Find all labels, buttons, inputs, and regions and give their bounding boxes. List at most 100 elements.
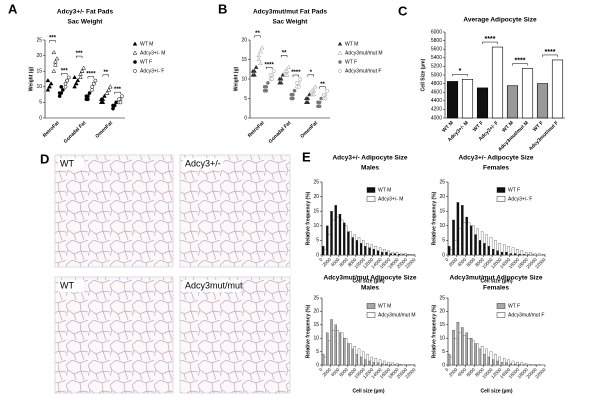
histogram-bar [525,251,528,256]
histogram-bar [533,364,537,366]
y-tick-label: 15 [241,57,247,63]
histogram-bar [370,356,373,366]
y-tick-label: 0 [39,115,42,121]
dot [323,96,328,101]
x-axis-label: Cell size (µm) [352,278,384,284]
histogram-bar [397,253,401,256]
sig-label: **** [291,70,301,76]
histogram-bar [487,246,491,256]
panel-label: E [302,149,311,164]
histogram-bar [349,231,352,256]
histogram-bar [404,253,407,256]
histogram-bar [321,246,325,256]
sig-label: **** [515,57,526,64]
y-axis-label: Relative frequency (%) [305,191,311,245]
histogram-bar [391,251,394,256]
dot [322,92,326,97]
histogram-bar [518,364,521,366]
label-bg [58,158,84,170]
histogram-bar [353,234,356,256]
x-tick-label: 22000 [534,257,547,270]
histogram-bar [472,340,475,366]
histogram-bar [476,228,479,256]
x-tick-label: Gonadal Fat [268,120,293,145]
histogram-bar [349,343,352,366]
dot [102,93,107,98]
histogram-bar [456,202,460,256]
sig-bracket [254,35,261,38]
histogram-bar [364,246,367,256]
sig-bracket [49,40,56,43]
y-tick-label: 5 [442,238,445,244]
bar [461,79,474,119]
chart-subtitle: Males [361,285,379,292]
dot [72,74,77,79]
histogram-bar [465,332,468,366]
dot [311,92,317,97]
dot [93,78,98,83]
chart-subtitle: Females [483,165,509,172]
dot [120,94,124,99]
dot [117,97,121,102]
x-axis-label: Cell size (µm) [480,278,512,284]
histogram-bar [507,246,510,256]
dot [286,64,291,69]
histogram-bar [458,332,462,366]
y-tick-label: 4200 [431,107,442,113]
legend-swatch [496,196,506,202]
histogram-bar [338,213,342,256]
histogram-bar [338,332,342,366]
x-tick-label: 8000 [474,257,485,268]
legend-label: Adcy3+/- F [508,196,532,202]
histogram-bar [381,251,384,256]
y-tick-label: 20 [36,53,42,59]
x-tick-label: 0 [318,367,324,373]
x-tick-label: 4000 [457,367,468,378]
histogram-bar [353,346,356,366]
y-tick-label: 5200 [431,64,442,70]
chart-subtitle: Females [483,285,509,292]
histogram-bar [376,362,380,366]
x-tick-label: 2000 [321,257,332,268]
dot [86,97,90,102]
y-tick-label: 10 [313,336,319,342]
micrograph-label: Adcy3+/- [185,158,221,168]
x-tick-label: 2000 [448,367,459,378]
legend-label: WT F [508,303,520,309]
histogram-bar [376,250,380,256]
chart-title: Average Adipocyte Size [463,17,537,24]
label-bg [183,158,223,170]
histogram-bar [374,358,378,366]
y-tick-label: 5600 [431,47,442,53]
dot [78,74,83,79]
histogram-bar [505,251,508,256]
legend-label: Adcy3+/- M [378,196,403,202]
histogram-bar [330,211,333,256]
dot [104,90,110,95]
histogram-bar [463,335,466,366]
histogram-bar [447,246,451,256]
histogram-bar [505,362,508,366]
histogram-bar [542,253,546,256]
histogram-bar [500,251,504,256]
dot [259,45,265,50]
histogram-bar [328,234,331,256]
y-tick-label: 0 [244,115,247,121]
histogram-bar [469,338,473,366]
legend-swatch [366,187,376,193]
chart-title: Adcy3mut/mut Adipocyte Size [324,275,417,282]
histogram-bar [332,330,335,366]
x-tick-label: 8000 [347,257,358,268]
histogram-bar [511,360,515,366]
dot [256,53,262,58]
histogram-bar [478,240,482,256]
dot [337,41,343,46]
y-tick-label: 0 [316,252,319,258]
sig-bracket [114,91,121,95]
legend-swatch [366,303,376,309]
y-tick-label: 0 [316,362,319,368]
histogram-bar [326,225,329,256]
dot [268,73,273,77]
dot [309,88,315,93]
histogram-bar [474,343,477,366]
